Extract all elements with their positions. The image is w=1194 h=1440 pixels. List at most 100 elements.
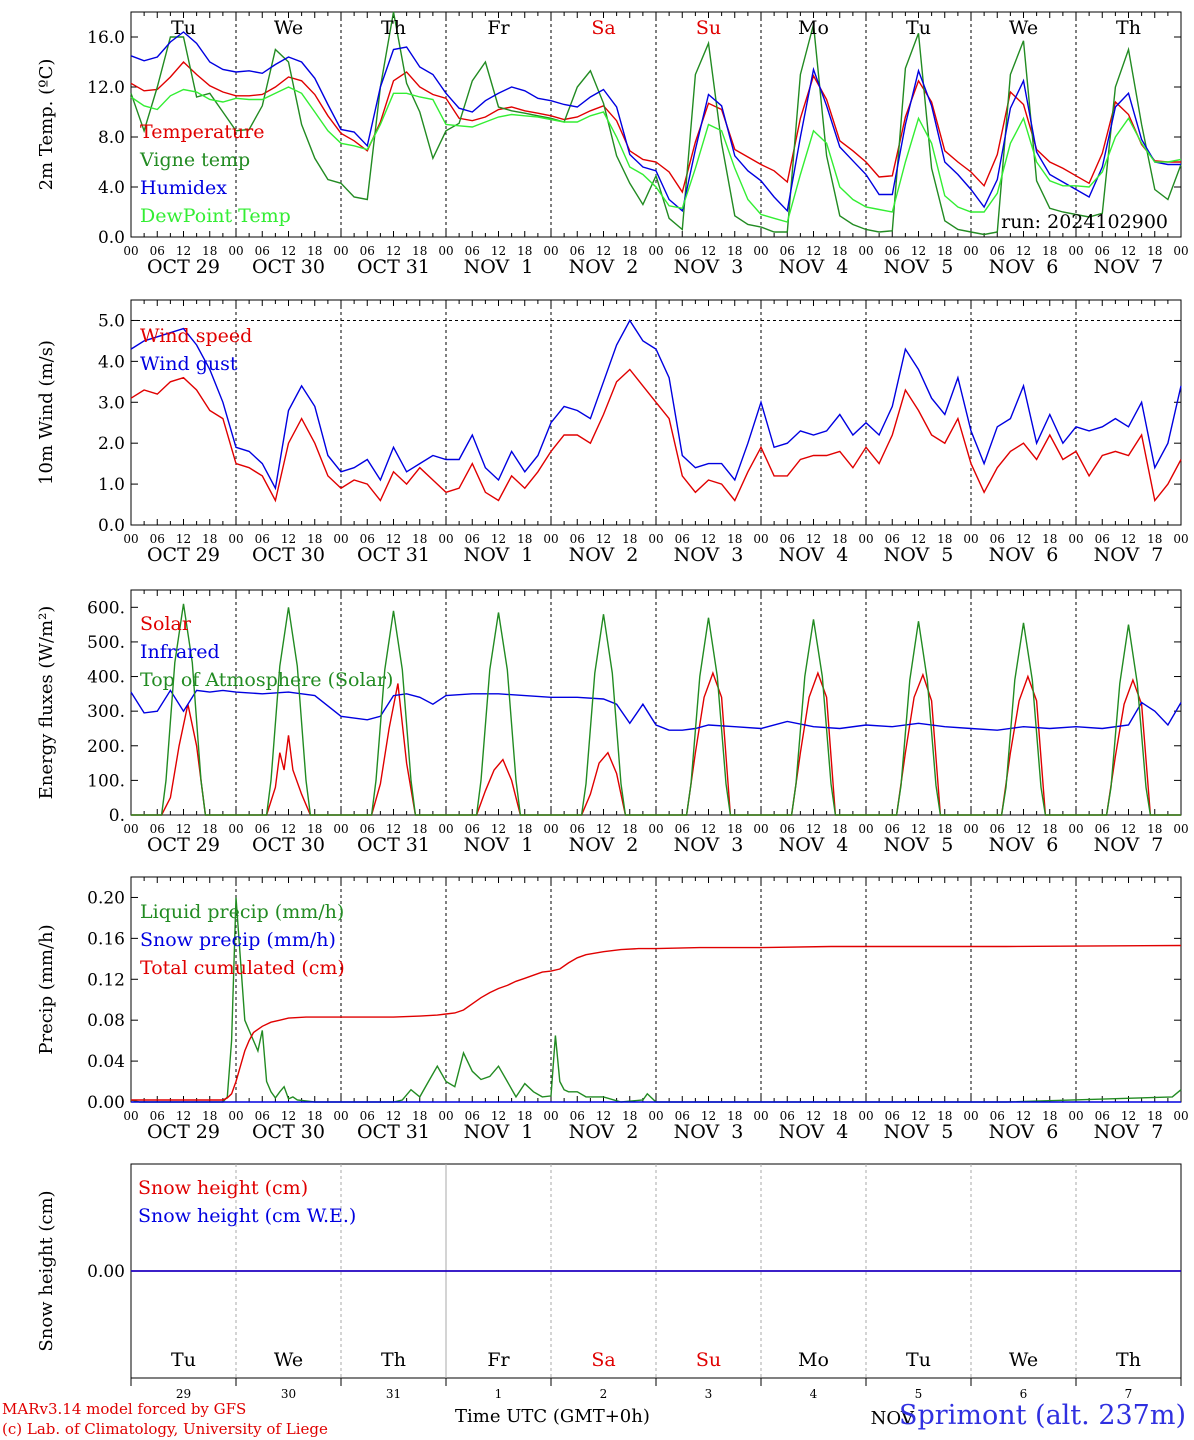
hour-tick-label: 18	[1147, 822, 1162, 836]
date-label: NOV 3	[674, 256, 744, 278]
y-tick-label: 4.0	[98, 178, 125, 198]
hour-tick-label: 18	[202, 1109, 217, 1123]
hour-tick-label: 12	[701, 532, 716, 546]
series-line-energy	[130, 689, 1182, 731]
run-label: run: 2024102900	[1001, 211, 1168, 233]
y-tick-label: 200.	[87, 737, 125, 757]
hour-tick-label: 06	[255, 532, 270, 546]
hour-tick-label: 12	[596, 1109, 611, 1123]
day-number-label: 1	[495, 1387, 503, 1401]
hour-tick-label: 18	[412, 244, 427, 258]
hour-tick-label: 06	[150, 1109, 165, 1123]
day-label: Tu	[906, 17, 931, 39]
hour-tick-label: 12	[806, 822, 821, 836]
hour-tick-label: 00	[123, 822, 138, 836]
hour-tick-label: 18	[307, 1109, 322, 1123]
y-tick-label: 5.0	[98, 311, 125, 331]
hour-tick-label: 06	[360, 244, 375, 258]
series-line-temperature	[130, 11, 1182, 236]
hour-tick-label: 00	[648, 244, 663, 258]
day-number-label: 29	[176, 1387, 191, 1401]
hour-tick-label: 00	[228, 244, 243, 258]
day-label: We	[1009, 1349, 1038, 1371]
hour-tick-label: 18	[1042, 532, 1057, 546]
hour-tick-label: 00	[438, 1109, 453, 1123]
hour-tick-label: 12	[911, 822, 926, 836]
hour-tick-label: 00	[228, 1109, 243, 1123]
hour-tick-label: 06	[885, 822, 900, 836]
day-label: Tu	[171, 17, 196, 39]
hour-tick-label: 06	[360, 1109, 375, 1123]
y-axis-label: Precip (mm/h)	[36, 924, 57, 1054]
hour-tick-label: 00	[963, 822, 978, 836]
y-axis-label: 10m Wind (m/s)	[36, 340, 57, 485]
legend-entry: Solar	[140, 613, 192, 635]
day-label: Tu	[171, 1349, 196, 1371]
hour-tick-label: 12	[806, 532, 821, 546]
date-label: OCT 29	[147, 834, 220, 856]
date-label: OCT 29	[147, 256, 220, 278]
y-tick-label: 0.00	[87, 1093, 125, 1113]
hour-tick-label: 18	[517, 244, 532, 258]
hour-tick-label: 06	[570, 532, 585, 546]
day-label: We	[1009, 17, 1038, 39]
panel-precip	[130, 876, 1182, 1103]
date-label: NOV 5	[884, 1121, 954, 1143]
hour-tick-label: 00	[648, 532, 663, 546]
day-number-label: 4	[810, 1387, 818, 1401]
hour-tick-label: 06	[885, 1109, 900, 1123]
hour-tick-label: 12	[806, 1109, 821, 1123]
hour-tick-label: 12	[701, 244, 716, 258]
station-name: Sprimont (alt. 237m)	[899, 1400, 1186, 1431]
day-number-label: 6	[1020, 1387, 1028, 1401]
y-tick-label: 500.	[87, 633, 125, 653]
hour-tick-label: 00	[858, 244, 873, 258]
hour-tick-label: 12	[911, 1109, 926, 1123]
month-label: NOV	[871, 1408, 915, 1429]
day-number-label: 3	[705, 1387, 713, 1401]
hour-tick-label: 00	[963, 532, 978, 546]
hour-tick-label: 12	[911, 532, 926, 546]
hour-tick-label: 18	[1042, 822, 1057, 836]
hour-tick-label: 18	[727, 1109, 742, 1123]
hour-tick-label: 12	[491, 244, 506, 258]
date-label: NOV 4	[779, 544, 849, 566]
date-label: NOV 1	[464, 1121, 534, 1143]
hour-tick-label: 06	[465, 244, 480, 258]
hour-tick-label: 00	[753, 532, 768, 546]
day-number-label: 2	[600, 1387, 608, 1401]
hour-tick-label: 12	[491, 1109, 506, 1123]
series-line-temperature	[130, 60, 1181, 194]
date-label: NOV 5	[884, 256, 954, 278]
hour-tick-label: 18	[517, 1109, 532, 1123]
hour-tick-label: 06	[1095, 244, 1110, 258]
legend-entry: Snow precip (mm/h)	[140, 929, 336, 951]
hour-tick-label: 00	[1068, 532, 1083, 546]
hour-tick-label: 12	[1121, 1109, 1136, 1123]
hour-tick-label: 06	[150, 822, 165, 836]
hour-tick-label: 00	[858, 1109, 873, 1123]
hour-tick-label: 00	[963, 1109, 978, 1123]
hour-tick-label: 12	[1121, 532, 1136, 546]
date-label: OCT 30	[252, 834, 325, 856]
hour-tick-label: 12	[176, 822, 191, 836]
hour-tick-label: 00	[753, 1109, 768, 1123]
hour-tick-label: 00	[963, 244, 978, 258]
hour-tick-label: 00	[1068, 1109, 1083, 1123]
hour-tick-label: 18	[307, 244, 322, 258]
legend-entry: Infrared	[140, 641, 220, 663]
day-label: Su	[696, 1349, 721, 1371]
hour-tick-label: 00	[438, 244, 453, 258]
date-label: OCT 29	[147, 544, 220, 566]
hour-tick-label: 12	[281, 1109, 296, 1123]
date-label: NOV 6	[989, 1121, 1059, 1143]
panel-energy	[130, 589, 1182, 816]
date-label: NOV 2	[569, 256, 639, 278]
hour-tick-label: 12	[1016, 1109, 1031, 1123]
hour-tick-label: 18	[937, 822, 952, 836]
hour-tick-label: 06	[675, 1109, 690, 1123]
hour-tick-label: 18	[937, 532, 952, 546]
y-tick-label: 0.04	[87, 1052, 125, 1072]
hour-tick-label: 00	[333, 244, 348, 258]
y-tick-label: 0.16	[87, 929, 125, 949]
